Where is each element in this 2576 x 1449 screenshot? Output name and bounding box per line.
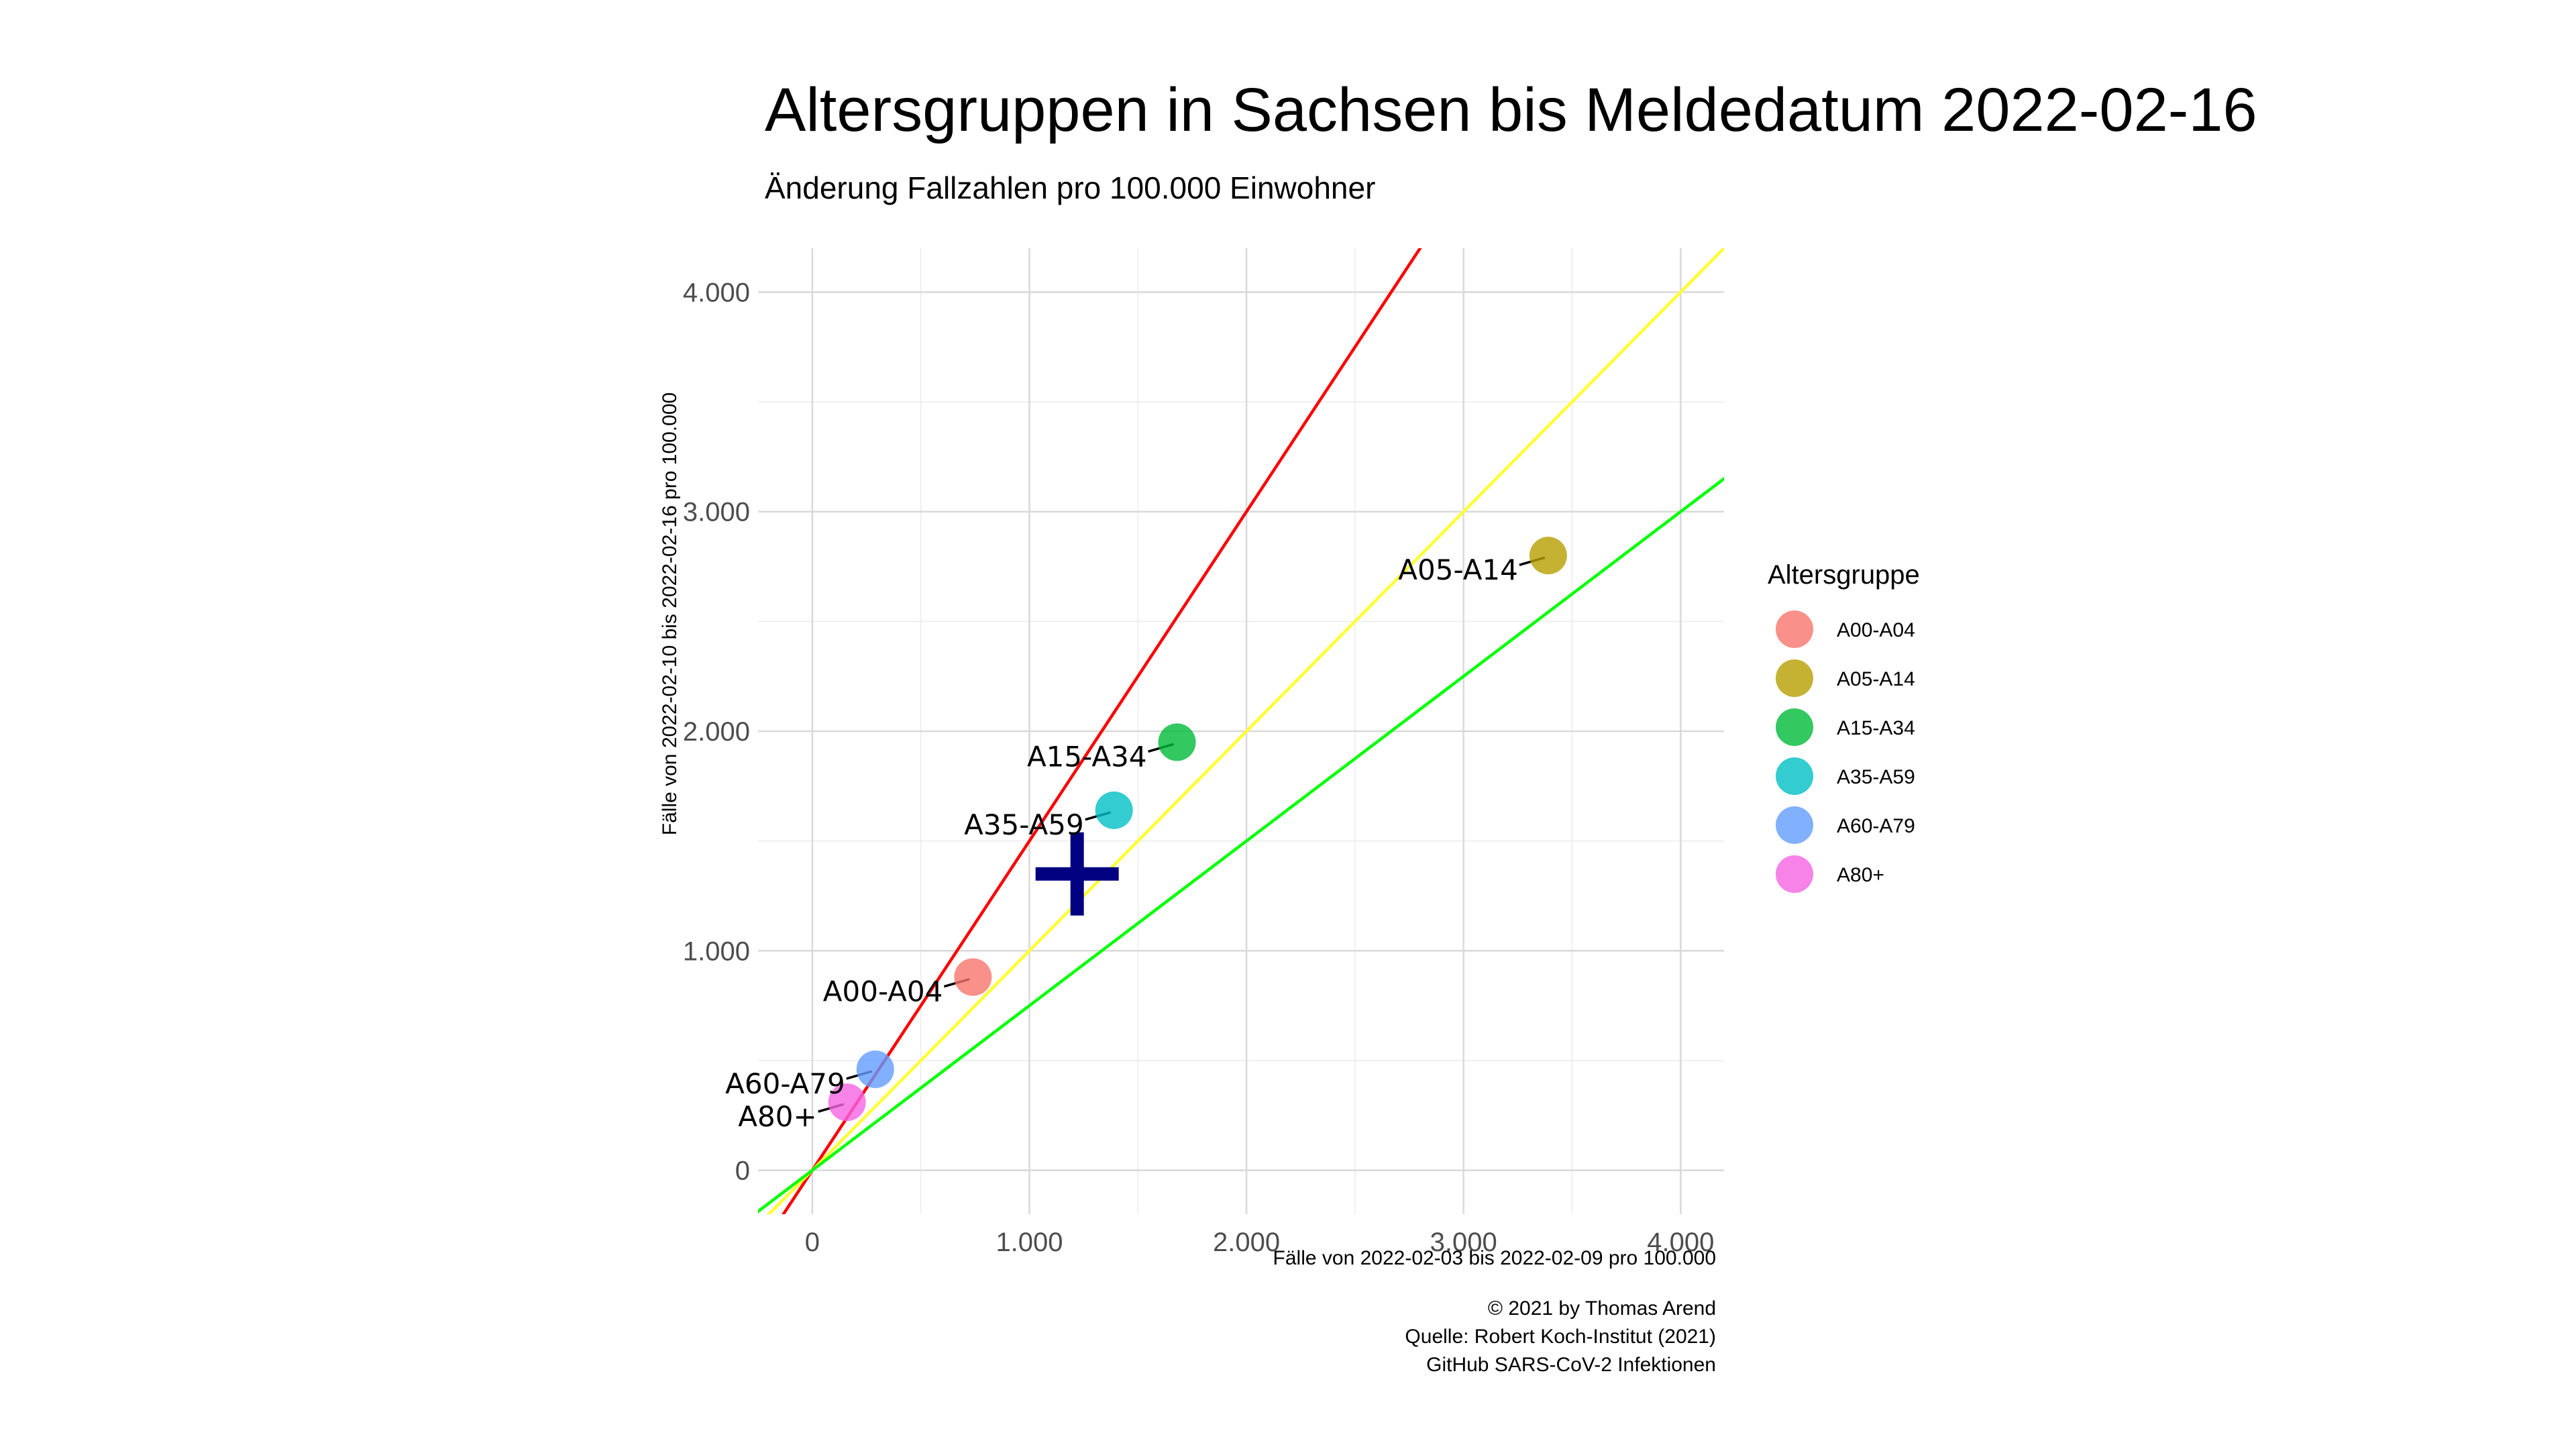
reference-lines <box>758 248 1724 1214</box>
data-point <box>856 1051 894 1088</box>
reference-line <box>758 476 1724 1214</box>
legend-label: A80+ <box>1837 864 1884 886</box>
legend-key <box>1776 659 1813 697</box>
y-tick-label: 0 <box>735 1157 750 1186</box>
x-tick-label: 1.000 <box>996 1228 1063 1257</box>
reference-line <box>767 248 1724 1214</box>
data-point <box>1095 791 1133 829</box>
caption-line-2: Quelle: Robert Koch-Institut (2021) <box>1405 1326 1716 1348</box>
legend-label: A15-A34 <box>1837 717 1915 739</box>
legend-key <box>1776 806 1813 844</box>
reference-line <box>782 248 1422 1214</box>
label-leaders <box>818 556 1546 1113</box>
data-point <box>828 1083 866 1122</box>
data-points <box>828 537 1567 1122</box>
point-label: A60-A79 <box>725 1067 845 1100</box>
legend-key <box>1776 610 1813 648</box>
caption-line-3: GitHub SARS-CoV-2 Infektionen <box>1426 1354 1716 1376</box>
x-tick-label: 3.000 <box>1430 1228 1497 1257</box>
point-label: A00-A04 <box>823 975 943 1008</box>
grid <box>758 248 1724 1214</box>
x-tick-label: 0 <box>805 1228 820 1257</box>
data-point <box>1158 723 1196 761</box>
x-tick-label: 2.000 <box>1213 1228 1280 1257</box>
data-point <box>1529 537 1567 575</box>
caption-line-1: © 2021 by Thomas Arend <box>1488 1297 1716 1320</box>
chart-title: Altersgruppen in Sachsen bis Meldedatum … <box>765 76 2257 144</box>
x-axis-label: Fälle von 2022-02-03 bis 2022-02-09 pro … <box>1273 1247 1716 1269</box>
chart-subtitle: Änderung Fallzahlen pro 100.000 Einwohne… <box>765 170 1375 205</box>
point-label: A05-A14 <box>1398 553 1518 586</box>
y-tick-label: 3.000 <box>683 498 750 527</box>
x-tick-label: 4.000 <box>1647 1228 1714 1257</box>
legend-key <box>1776 855 1813 893</box>
y-tick-label: 1.000 <box>683 936 750 966</box>
legend-label: A05-A14 <box>1837 668 1915 690</box>
x-tick-labels: 0 1.000 2.000 3.000 4.000 <box>805 1228 1715 1257</box>
data-point <box>954 958 992 996</box>
caption: © 2021 by Thomas Arend Quelle: Robert Ko… <box>1405 1297 1716 1376</box>
legend-label: A00-A04 <box>1837 619 1915 641</box>
legend-key <box>1776 708 1813 746</box>
legend-label: A35-A59 <box>1837 766 1915 788</box>
point-label: A80+ <box>738 1100 816 1133</box>
point-label: A35-A59 <box>964 808 1084 841</box>
mean-marker <box>1035 832 1119 916</box>
y-axis-label: Fälle von 2022-02-10 bis 2022-02-16 pro … <box>659 392 681 835</box>
y-tick-label: 4.000 <box>683 278 750 307</box>
legend-label: A60-A79 <box>1837 815 1915 837</box>
y-tick-label: 2.000 <box>683 717 750 747</box>
y-tick-labels: 0 1.000 2.000 3.000 4.000 <box>683 278 750 1185</box>
legend-title: Altersgruppe <box>1768 560 1920 590</box>
point-label: A15-A34 <box>1027 740 1147 773</box>
legend: Altersgruppe A00-A04 A05-A14 A15-A34 A35-A5… <box>1768 560 1920 893</box>
legend-key <box>1776 757 1813 795</box>
